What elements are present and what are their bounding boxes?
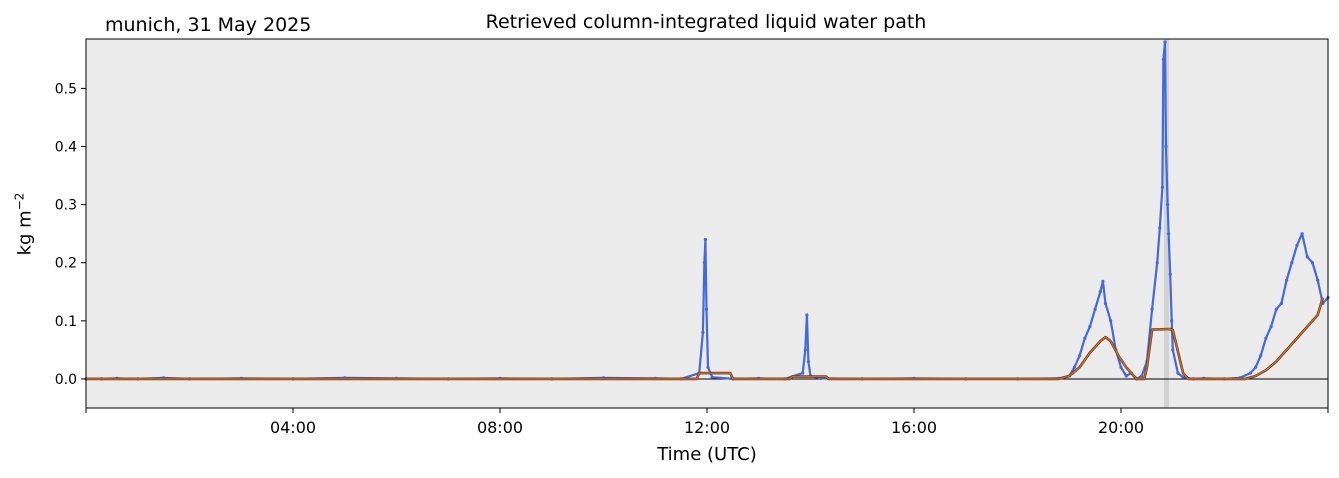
blue-data-point <box>1285 278 1289 282</box>
blue-data-point <box>1310 261 1315 265</box>
chart-title: Retrieved column-integrated liquid water… <box>485 11 927 33</box>
blue-data-point <box>1269 325 1273 329</box>
blue-data-point <box>1167 232 1171 236</box>
blue-data-point <box>1124 374 1128 378</box>
blue-data-point <box>1279 301 1283 305</box>
blue-data-point <box>1248 371 1252 375</box>
y-axis-label-base: kg m <box>14 210 36 256</box>
blue-data-point <box>1164 144 1168 149</box>
blue-data-point <box>1274 307 1278 311</box>
y-tick-label: 0.3 <box>55 198 77 214</box>
x-ticks: 04:00 08:00 12:00 16:00 20:00 <box>85 408 1329 437</box>
blue-data-point <box>1098 290 1102 294</box>
blue-data-point <box>704 307 709 311</box>
x-tick-label: 08:00 <box>477 418 523 437</box>
blue-data-point <box>1171 348 1175 352</box>
blue-data-point <box>1264 336 1268 340</box>
blue-data-point <box>1161 57 1165 61</box>
orange-series-line <box>86 297 1324 380</box>
flagged-interval <box>1163 39 1170 408</box>
blue-data-point <box>701 330 705 335</box>
blue-data-point <box>710 375 714 379</box>
blue-data-point <box>1119 365 1123 369</box>
x-tick-label: 16:00 <box>891 418 937 437</box>
blue-data-point <box>1140 374 1144 378</box>
blue-data-point <box>1166 203 1170 207</box>
x-axis-label: Time (UTC) <box>657 444 757 465</box>
blue-data-point <box>1150 307 1154 311</box>
blue-data-point <box>1254 365 1258 369</box>
blue-data-point <box>1181 375 1185 379</box>
blue-data-point <box>1088 325 1092 329</box>
orange-series <box>86 297 1325 381</box>
blue-data-point <box>1155 261 1159 265</box>
blue-data-point <box>1093 307 1097 311</box>
y-ticks: 0.0 0.1 0.2 0.3 0.4 0.5 <box>55 81 86 388</box>
x-tick-label: 20:00 <box>1098 418 1144 437</box>
y-tick-label: 0.5 <box>55 81 77 97</box>
y-tick-label: 0.1 <box>55 314 77 330</box>
blue-data-point <box>1101 279 1105 283</box>
blue-data-point <box>1170 319 1174 323</box>
blue-data-point <box>702 261 707 265</box>
blue-data-point <box>1295 243 1299 247</box>
blue-data-point <box>803 348 807 352</box>
blue-data-point <box>1083 336 1087 340</box>
blue-data-point <box>1109 319 1113 323</box>
y-axis-label-exponent: −2 <box>12 192 27 211</box>
blue-data-point <box>1158 226 1162 230</box>
blue-data-point <box>1290 261 1294 265</box>
blue-data-point <box>1305 255 1309 259</box>
blue-data-point <box>703 237 708 242</box>
blue-data-point <box>706 365 710 369</box>
blue-data-point <box>806 359 811 364</box>
y-tick-label: 0.2 <box>55 256 77 272</box>
blue-data-point <box>1103 301 1108 305</box>
blue-data-point <box>805 313 809 317</box>
y-tick-label: 0.4 <box>55 140 77 156</box>
blue-data-point <box>1300 232 1304 236</box>
y-tick-label: 0.0 <box>55 372 77 388</box>
blue-data-point <box>1168 272 1172 276</box>
blue-data-point <box>1160 185 1164 189</box>
blue-data-point <box>1316 278 1320 282</box>
blue-data-point <box>1176 371 1180 375</box>
blue-data-point <box>801 371 805 375</box>
site-label: munich, 31 May 2025 <box>105 14 312 36</box>
y-axis-label: kg m−2 <box>13 193 36 256</box>
blue-data-point <box>1072 365 1076 369</box>
blue-data-point <box>1078 354 1082 358</box>
blue-data-point <box>1163 40 1167 44</box>
blue-data-point <box>1259 354 1263 358</box>
x-tick-label: 04:00 <box>270 418 316 437</box>
x-tick-label: 12:00 <box>684 418 730 437</box>
